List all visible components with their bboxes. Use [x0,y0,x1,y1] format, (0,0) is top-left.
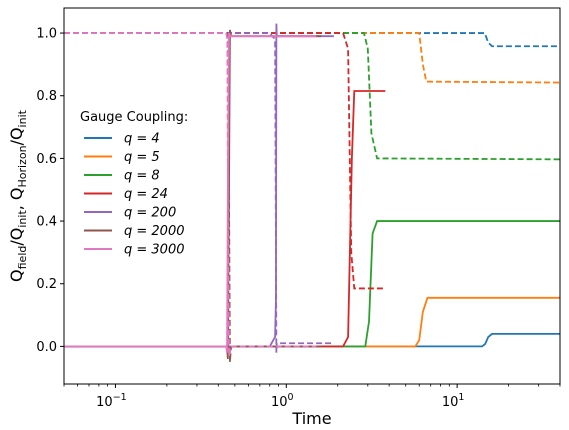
legend-label-0: q = 4 [124,132,160,147]
legend-label-6: q = 3000 [124,243,185,258]
series-2-field-line [64,220,560,348]
series-1-field-line [64,296,560,348]
y-tick-label-5: 1.0 [36,27,57,42]
legend-title: Gauge Coupling: [80,110,188,125]
series-0-horizon-line [64,32,560,48]
series-3-field-line [64,90,386,348]
x-axis-label: Time [291,409,331,428]
y-tick-label-0: 0.0 [36,340,57,355]
legend: Gauge Coupling: q = 4 q = 5 q = 8 q = 24 q = … [80,110,188,258]
y-axis-label: Qfield/Qinit, QHorizon/Qinit [7,109,29,282]
legend-label-4: q = 200 [124,206,176,221]
x-tick-label-0: 10−1 [96,392,127,410]
series-1-horizon-line [64,32,561,84]
series-4-field-line [64,23,334,348]
ticks-layer: 0.0 0.2 0.4 0.6 0.8 1.0 10−1 100 101 [36,27,561,410]
series-layer [64,23,561,363]
legend-label-3: q = 24 [124,187,168,202]
x-tick-label-2: 101 [442,392,465,410]
series-0-field-line [64,332,560,348]
y-tick-label-2: 0.4 [36,215,57,230]
series-5-horizon-line [64,32,322,363]
series-6-horizon-line [64,32,317,356]
y-tick-label-3: 0.6 [36,152,57,167]
plot-area: 0.0 0.2 0.4 0.6 0.8 1.0 10−1 100 101 Gauge Coupl… [36,7,561,410]
plot-frame [63,7,561,385]
x-tick-label-1: 100 [271,392,294,410]
legend-label-2: q = 8 [124,169,160,184]
y-tick-label-4: 0.8 [36,89,57,104]
y-tick-label-1: 0.2 [36,277,57,292]
legend-label-5: q = 2000 [124,224,185,239]
series-6-field-line [64,32,317,353]
series-3-horizon-line [64,32,386,290]
legend-label-1: q = 5 [124,150,160,165]
